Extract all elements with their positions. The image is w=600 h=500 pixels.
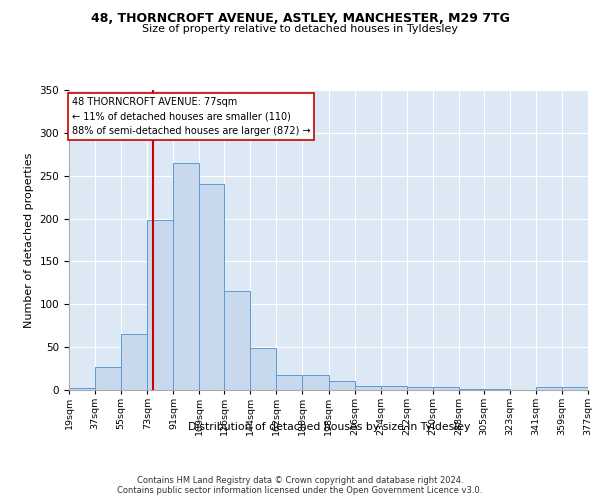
Text: 48 THORNCROFT AVENUE: 77sqm
← 11% of detached houses are smaller (110)
88% of se: 48 THORNCROFT AVENUE: 77sqm ← 11% of det… xyxy=(72,97,311,136)
Bar xyxy=(173,163,199,390)
Text: Contains HM Land Registry data © Crown copyright and database right 2024.: Contains HM Land Registry data © Crown c… xyxy=(137,476,463,485)
Text: Distribution of detached houses by size in Tyldesley: Distribution of detached houses by size … xyxy=(188,422,470,432)
Bar xyxy=(459,389,484,390)
Bar xyxy=(355,386,380,390)
Bar xyxy=(250,348,277,390)
Bar xyxy=(407,386,433,390)
Bar xyxy=(302,376,329,390)
Bar xyxy=(380,386,407,390)
Text: 48, THORNCROFT AVENUE, ASTLEY, MANCHESTER, M29 7TG: 48, THORNCROFT AVENUE, ASTLEY, MANCHESTE… xyxy=(91,12,509,26)
Bar xyxy=(199,184,224,390)
Bar xyxy=(536,386,562,390)
Bar xyxy=(277,376,302,390)
Bar xyxy=(224,292,250,390)
Bar xyxy=(147,220,173,390)
Bar xyxy=(484,389,510,390)
Bar xyxy=(121,334,147,390)
Bar xyxy=(95,367,121,390)
Bar xyxy=(329,380,355,390)
Bar xyxy=(69,388,95,390)
Text: Size of property relative to detached houses in Tyldesley: Size of property relative to detached ho… xyxy=(142,24,458,34)
Y-axis label: Number of detached properties: Number of detached properties xyxy=(24,152,34,328)
Bar xyxy=(433,386,459,390)
Bar xyxy=(562,388,588,390)
Text: Contains public sector information licensed under the Open Government Licence v3: Contains public sector information licen… xyxy=(118,486,482,495)
